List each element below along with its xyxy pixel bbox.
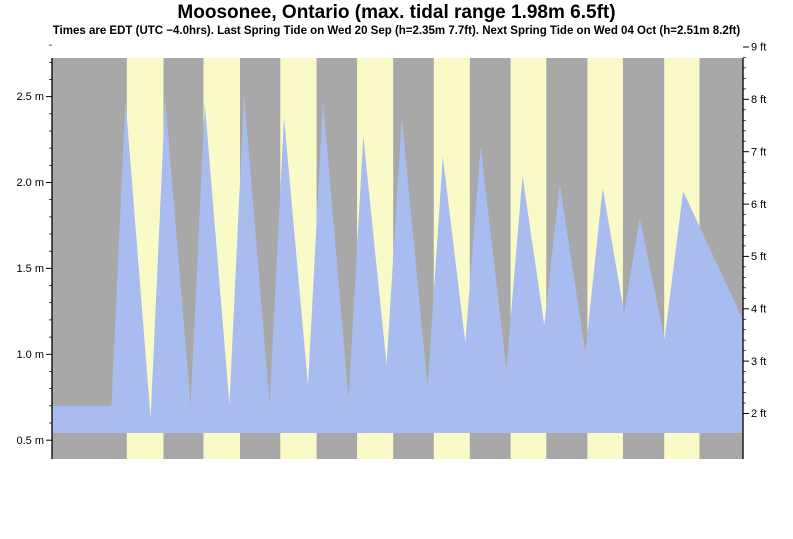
svg-text:2.5 m: 2.5 m — [16, 91, 44, 103]
svg-text:6 ft: 6 ft — [751, 199, 766, 211]
svg-text:9 ft: 9 ft — [751, 42, 766, 54]
svg-text:5 ft: 5 ft — [751, 251, 766, 263]
svg-text:2 ft: 2 ft — [751, 408, 766, 420]
svg-text:1.0 m: 1.0 m — [16, 349, 44, 361]
svg-text:4 ft: 4 ft — [751, 304, 766, 316]
svg-text:1.5 m: 1.5 m — [16, 263, 44, 275]
svg-text:7 ft: 7 ft — [751, 146, 766, 158]
svg-text:0.5 m: 0.5 m — [16, 435, 44, 447]
svg-text:2.0 m: 2.0 m — [16, 177, 44, 189]
svg-text:3 ft: 3 ft — [751, 356, 766, 368]
svg-text:8 ft: 8 ft — [751, 94, 766, 106]
